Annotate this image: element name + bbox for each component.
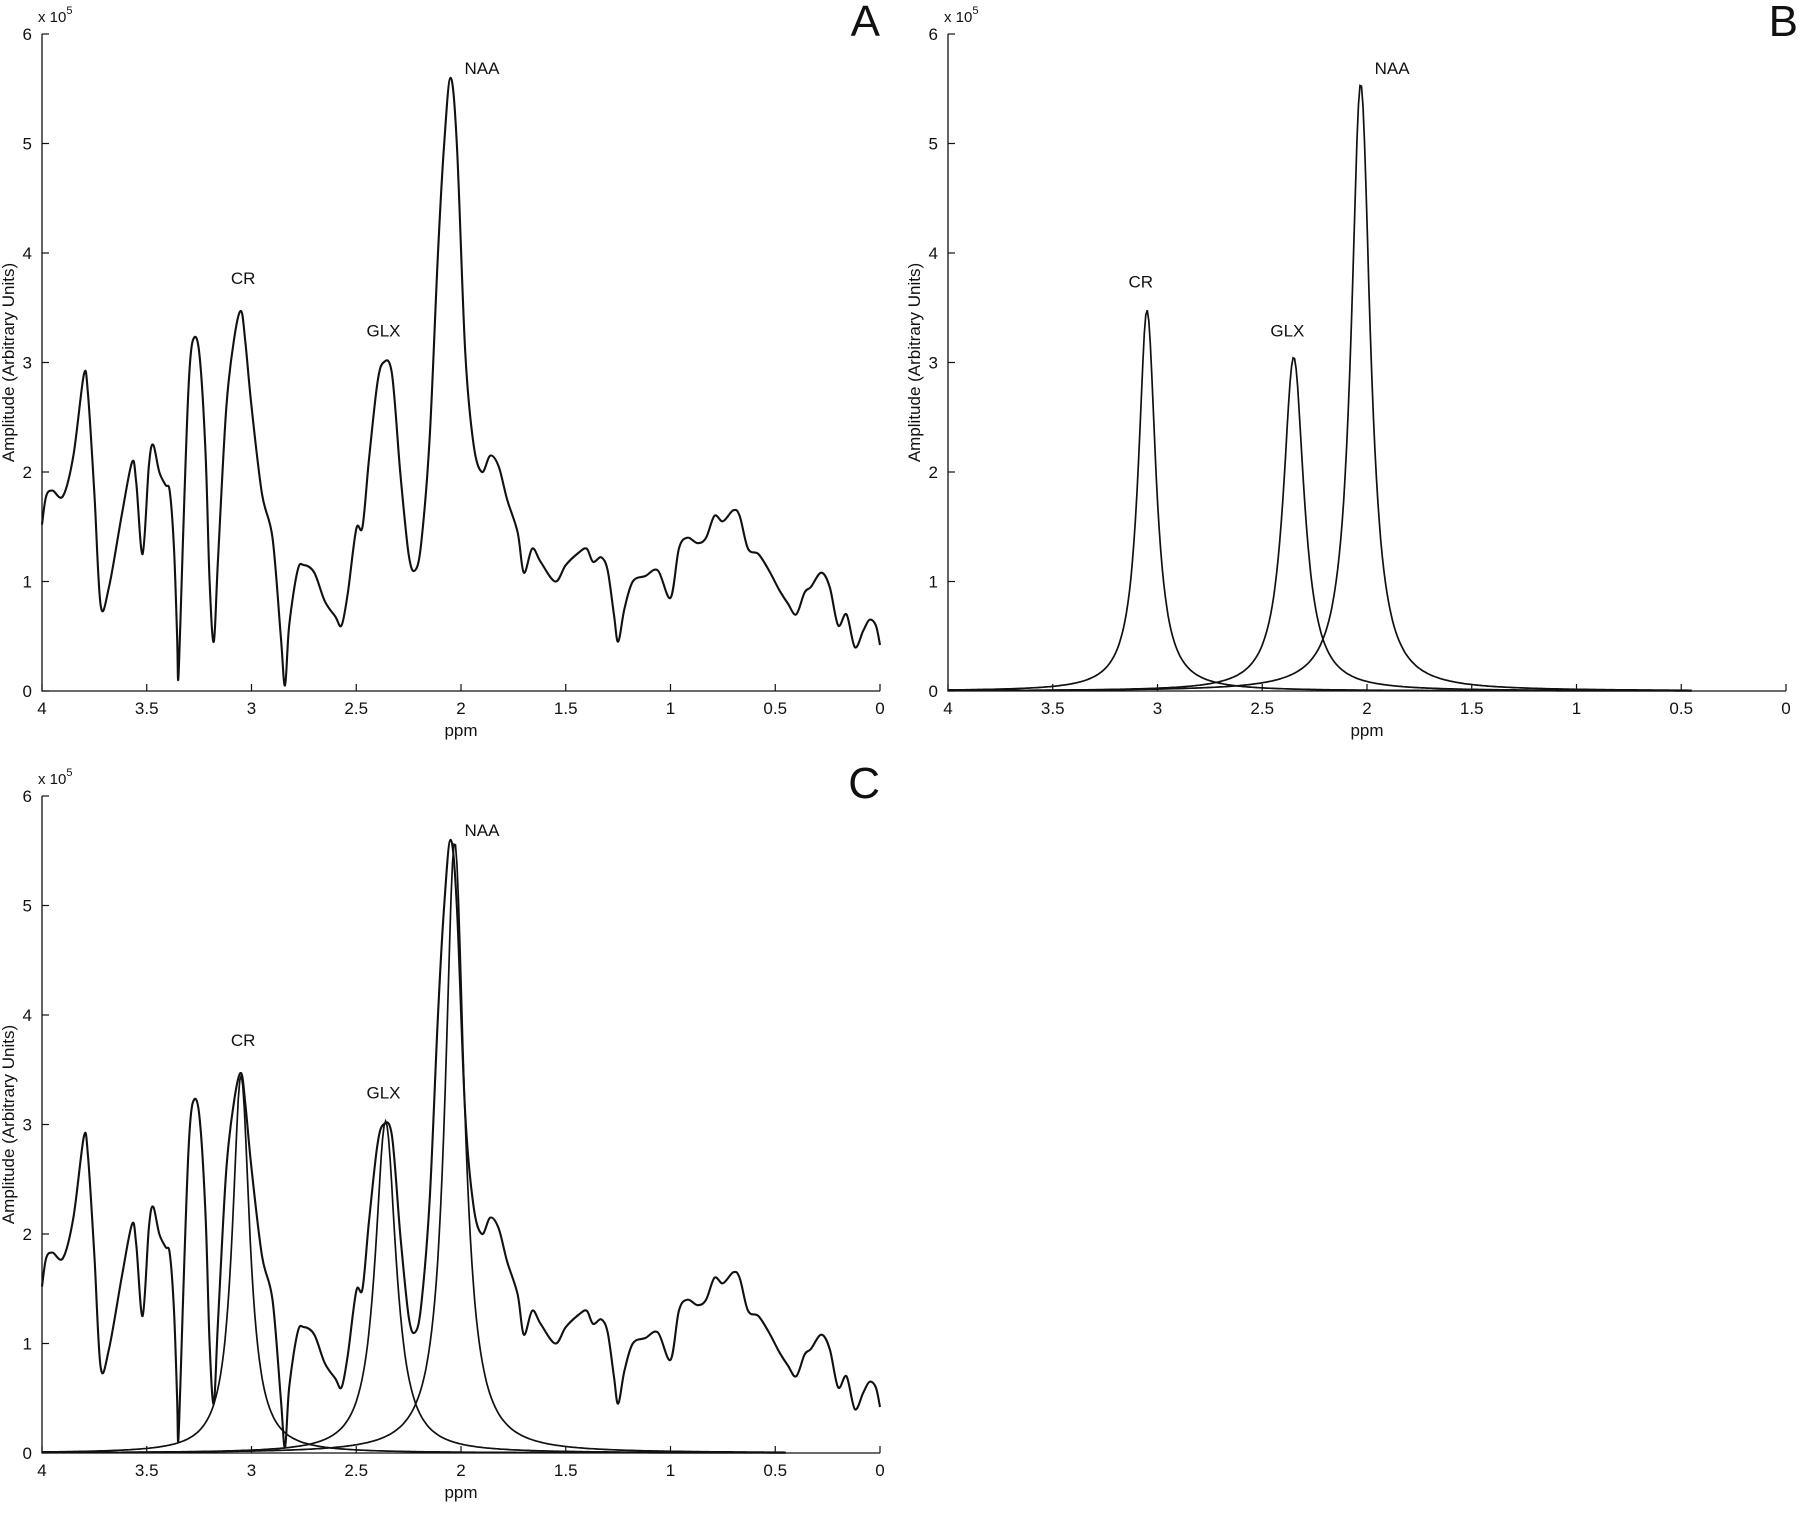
y-tick-label: 0 (23, 682, 32, 701)
x-tick-label: 1 (666, 699, 675, 718)
x-axis-label: ppm (444, 1483, 477, 1502)
x-tick-label: 0 (875, 699, 884, 718)
y-axis-label: Amplitude (Arbitrary Units) (905, 263, 924, 462)
y-tick-label: 3 (929, 354, 938, 373)
y-tick-label: 6 (23, 787, 32, 806)
peak-label-glx: GLX (1270, 322, 1304, 341)
peak-label-cr: CR (1128, 272, 1153, 291)
spectrum-line (40, 838, 882, 1449)
panel-c: 4 3.5 3 2.5 2 1.5 1 0.5 0 0 1 2 3 4 5 6 ppm Amplitude (Ar… (0, 759, 885, 1502)
y-tick-label: 2 (929, 463, 938, 482)
panel-letter: C (848, 759, 880, 808)
peak-label-glx: GLX (366, 322, 400, 341)
y-tick-label: 6 (23, 25, 32, 44)
y-tick-label: 1 (929, 573, 938, 592)
y-tick-label: 5 (929, 135, 938, 154)
y-multiplier-label: x 105 (38, 767, 72, 788)
y-tick-label: 5 (23, 135, 32, 154)
y-tick-label: 3 (23, 354, 32, 373)
x-tick-label: 0.5 (763, 699, 787, 718)
x-axis-label: ppm (444, 721, 477, 740)
x-tick-label: 0.5 (1669, 699, 1693, 718)
y-tick-label: 0 (23, 1444, 32, 1463)
axis-frame (947, 34, 1786, 692)
y-tick-label: 3 (23, 1116, 32, 1135)
x-tick-label: 3.5 (1041, 699, 1065, 718)
peak-label-cr: CR (231, 1031, 256, 1050)
x-tick-label: 2 (456, 699, 465, 718)
x-tick-label: 0 (875, 1461, 884, 1480)
y-tick-label: 5 (23, 897, 32, 916)
x-tick-label: 2.5 (1250, 699, 1274, 718)
x-tick-label: 3 (247, 699, 256, 718)
y-multiplier-base: x 10 (38, 9, 66, 26)
x-tick-label: 4 (37, 1461, 46, 1480)
y-multiplier-label: x 105 (944, 5, 978, 26)
x-tick-label: 1 (666, 1461, 675, 1480)
x-tick-label: 0 (1781, 699, 1790, 718)
y-tick-label: 2 (23, 463, 32, 482)
x-tick-label: 1 (1572, 699, 1581, 718)
x-tick-label: 1.5 (554, 1461, 578, 1480)
x-tick-label: 3.5 (135, 699, 159, 718)
y-tick-label: 4 (23, 244, 32, 263)
y-multiplier-exponent: 5 (972, 5, 978, 17)
peak-label-glx: GLX (366, 1084, 400, 1103)
y-tick-label: 1 (23, 573, 32, 592)
spectrum-line (40, 76, 882, 687)
axis-frame (41, 34, 880, 692)
peak-label-naa: NAA (464, 821, 500, 840)
fit-curve-3 (42, 842, 786, 1454)
x-tick-label: 0.5 (763, 1461, 787, 1480)
panel-letter: A (851, 0, 881, 46)
x-tick-label: 3 (1153, 699, 1162, 718)
axis-frame (41, 796, 880, 1454)
y-axis-label: Amplitude (Arbitrary Units) (0, 263, 18, 462)
panel-a: 4 3.5 3 2.5 2 1.5 1 0.5 0 0 1 2 3 4 5 6 ppm Amplitude (Ar… (0, 0, 885, 740)
y-multiplier-exponent: 5 (66, 767, 72, 779)
peak-label-naa: NAA (1375, 59, 1411, 78)
x-tick-label: 2 (1362, 699, 1371, 718)
x-tick-label: 2.5 (344, 1461, 368, 1480)
x-tick-label: 3.5 (135, 1461, 159, 1480)
x-tick-label: 4 (37, 699, 46, 718)
panel-letter: B (1769, 0, 1798, 46)
x-tick-label: 2 (456, 1461, 465, 1480)
y-tick-label: 0 (929, 682, 938, 701)
fit-curve-2 (948, 84, 1692, 692)
x-tick-label: 1.5 (554, 699, 578, 718)
fit-curve-1 (948, 356, 1692, 692)
panel-b: 4 3.5 3 2.5 2 1.5 1 0.5 0 0 1 2 3 4 5 6 ppm Amplitude (Ar… (905, 0, 1798, 740)
y-tick-label: 4 (23, 1006, 32, 1025)
x-tick-label: 2.5 (344, 699, 368, 718)
peak-label-cr: CR (231, 269, 256, 288)
x-tick-label: 4 (943, 699, 952, 718)
y-multiplier-exponent: 5 (66, 5, 72, 17)
peak-label-naa: NAA (464, 59, 500, 78)
y-multiplier-base: x 10 (38, 771, 66, 788)
y-multiplier-base: x 10 (944, 9, 972, 26)
y-tick-label: 1 (23, 1335, 32, 1354)
y-tick-label: 6 (929, 25, 938, 44)
x-axis-label: ppm (1350, 721, 1383, 740)
y-multiplier-label: x 105 (38, 5, 72, 26)
fit-curve-0 (948, 309, 1692, 692)
x-tick-label: 3 (247, 1461, 256, 1480)
fit-curve-2 (42, 1118, 786, 1454)
x-tick-label: 1.5 (1460, 699, 1484, 718)
y-tick-label: 2 (23, 1225, 32, 1244)
y-axis-label: Amplitude (Arbitrary Units) (0, 1025, 18, 1224)
y-tick-label: 4 (929, 244, 938, 263)
